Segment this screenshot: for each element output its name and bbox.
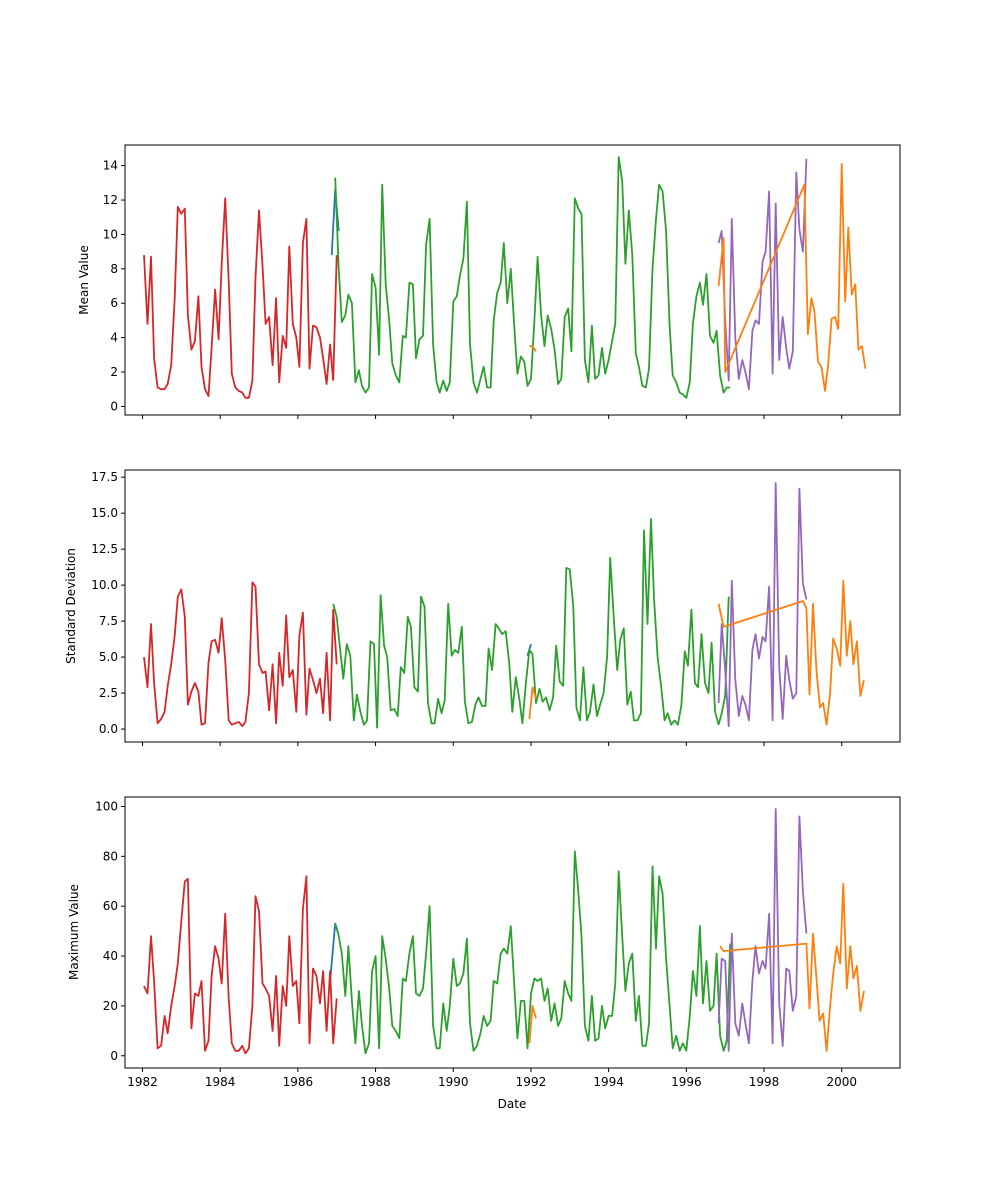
maximum-value-series-orange-line (719, 882, 865, 1052)
maximum-value-y-tick-label-3: 60 (103, 899, 118, 913)
maximum-value-series (143, 808, 865, 1055)
x-tick-label-1992: 1992 (516, 1075, 547, 1089)
standard-deviation-y-tick-label-2: 5.0 (99, 650, 118, 664)
standard-deviation-series-purple-line (717, 482, 808, 728)
mean-value-y-tick-label-7: 14 (103, 159, 118, 173)
mean-value-series-purple-line (717, 158, 808, 391)
standard-deviation-series-red-line (143, 581, 338, 728)
mean-value-series-red-line (143, 197, 335, 399)
x-tick-label-1998: 1998 (749, 1075, 780, 1089)
standard-deviation-x-ticks (141, 742, 843, 746)
x-tick-label-1988: 1988 (360, 1075, 391, 1089)
maximum-value-y-tick-label-0: 0 (110, 1049, 118, 1063)
x-tick-label-2000: 2000 (826, 1075, 857, 1089)
mean-value-x-ticks (141, 415, 843, 419)
panel-standard-deviation: 0.0 2.5 5.0 7.5 10.0 12.5 15.0 17.5 Standard De… (64, 469, 901, 746)
mean-value-y-ticks: 0 2 4 6 8 10 12 14 (103, 159, 125, 413)
x-tick-label-1994: 1994 (593, 1075, 624, 1089)
maximum-value-series-orange-a-line (528, 1005, 537, 1044)
panel-maximum-value: 1982 1984 1986 1988 1990 1992 1994 1996 1998 2000… (67, 796, 901, 1111)
x-tick-label-1986: 1986 (283, 1075, 314, 1089)
mean-value-y-tick-label-2: 4 (110, 331, 118, 345)
maximum-value-series-green-line (334, 850, 721, 1055)
maximum-value-axes-frame (124, 796, 901, 1069)
mean-value-y-tick-label-6: 12 (103, 193, 118, 207)
mean-value-y-tick-label-0: 0 (110, 399, 118, 413)
standard-deviation-axes-frame (124, 469, 901, 743)
maximum-value-series-red-line (143, 875, 338, 1055)
standard-deviation-y-tick-label-1: 2.5 (99, 686, 118, 700)
maximum-value-y-tick-label-5: 100 (95, 799, 118, 813)
standard-deviation-series-orange-a-line (528, 686, 537, 720)
mean-value-y-tick-label-1: 2 (110, 365, 118, 379)
mean-value-series (143, 156, 867, 399)
standard-deviation-series (143, 482, 865, 729)
maximum-value-y-tick-label-1: 20 (103, 999, 118, 1013)
standard-deviation-y-tick-label-7: 17.5 (91, 470, 118, 484)
x-axis-label: Date (498, 1097, 527, 1111)
x-tick-label-1984: 1984 (205, 1075, 236, 1089)
standard-deviation-y-tick-label-6: 15.0 (91, 506, 118, 520)
x-tick-label-1982: 1982 (127, 1075, 158, 1089)
standard-deviation-series-green-line (332, 518, 720, 729)
panel-mean-value: 0 2 4 6 8 10 12 14 Mean Value (77, 144, 901, 419)
standard-deviation-y-ticks: 0.0 2.5 5.0 7.5 10.0 12.5 15.0 17.5 (91, 470, 125, 736)
maximum-value-y-tick-label-2: 40 (103, 949, 118, 963)
maximum-value-series-green-tail-line (719, 943, 732, 1052)
mean-value-series-red-tail-line (332, 255, 338, 381)
standard-deviation-y-tick-label-0: 0.0 (99, 722, 118, 736)
mean-value-series-green-line (334, 156, 721, 399)
x-tick-label-1990: 1990 (438, 1075, 469, 1089)
standard-deviation-y-tick-label-5: 12.5 (91, 542, 118, 556)
mean-value-y-tick-label-5: 10 (103, 227, 118, 241)
x-tick-label-1996: 1996 (671, 1075, 702, 1089)
mean-value-series-green-tail-line (719, 375, 731, 394)
standard-deviation-series-orange-line (717, 579, 865, 726)
maximum-value-y-ticks: 0 20 40 60 80 100 (95, 799, 125, 1063)
standard-deviation-y-axis-label: Standard Deviation (64, 548, 78, 664)
mean-value-axes-frame (124, 144, 901, 416)
maximum-value-x-ticks: 1982 1984 1986 1988 1990 1992 1994 1996 1998 2000 (127, 1068, 857, 1089)
mean-value-y-axis-label: Mean Value (77, 245, 91, 314)
mean-value-series-orange-line (717, 162, 867, 392)
maximum-value-y-tick-label-4: 80 (103, 849, 118, 863)
standard-deviation-y-tick-label-4: 10.0 (91, 578, 118, 592)
mean-value-series-orange-a-line (529, 345, 537, 352)
maximum-value-y-axis-label: Maximum Value (67, 884, 81, 980)
mean-value-y-tick-label-4: 8 (110, 262, 118, 276)
maximum-value-series-purple-line (717, 808, 808, 1052)
standard-deviation-y-tick-label-3: 7.5 (99, 614, 118, 628)
standard-deviation-series-green-tail-line (717, 596, 730, 725)
mean-value-y-tick-label-3: 6 (110, 296, 118, 310)
